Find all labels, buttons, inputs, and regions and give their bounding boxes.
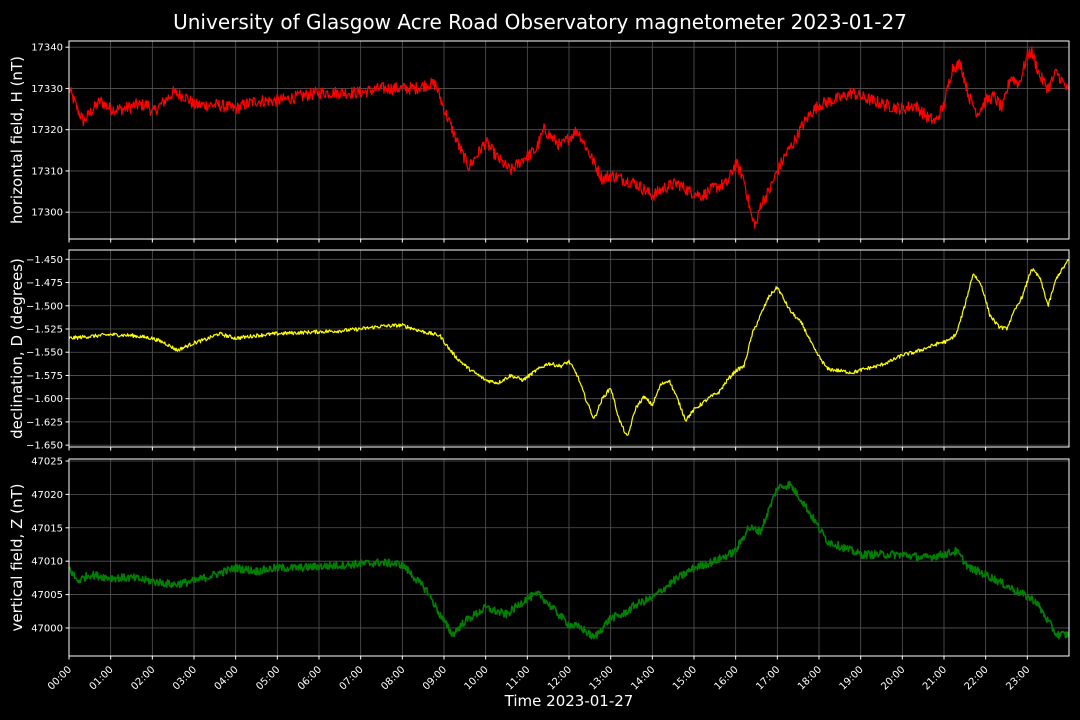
chart-title: University of Glasgow Acre Road Observat… [173, 10, 907, 34]
x-tick-label: 01:00 [88, 664, 116, 692]
panel-d: −1.650 −1.625 −1.600 −1.575 −1.550 −1.525 −1.5… [8, 249, 1070, 452]
plot-frame [68, 40, 1070, 240]
x-tick-label: 13:00 [588, 664, 616, 692]
y-axis-label-z: vertical field, Z (nT) [8, 483, 26, 631]
x-tick-label: 12:00 [546, 664, 574, 692]
y-tick-label: −1.450 [26, 255, 63, 266]
panel-h: 17300 17310 17320 17330 17340 horizontal fiel… [8, 40, 1070, 243]
x-tick-label: 18:00 [796, 664, 824, 692]
x-axis-label: Time 2023-01-27 [504, 692, 634, 710]
x-tick-label: 06:00 [296, 664, 324, 692]
y-tick-label: −1.475 [26, 278, 63, 289]
x-tick-label: 07:00 [338, 664, 366, 692]
x-tick-label: 09:00 [421, 664, 449, 692]
y-tick-label: −1.600 [26, 394, 63, 405]
x-tick-label: 00:00 [46, 664, 74, 692]
y-tick-label: 47020 [31, 490, 63, 501]
x-tick-label: 10:00 [463, 664, 491, 692]
x-tick-label: 17:00 [754, 664, 782, 692]
y-tick-label: 17340 [31, 43, 63, 54]
series-line-d [68, 258, 1070, 436]
panel-z: 47000 47005 47010 47015 47020 47025 vertical f… [8, 457, 1070, 660]
y-tick-label: −1.525 [26, 324, 63, 335]
y-tick-label: −1.500 [26, 301, 63, 312]
y-tick-label: −1.575 [26, 371, 63, 382]
y-axis-label-h: horizontal field, H (nT) [8, 56, 26, 224]
y-tick-label: −1.625 [26, 417, 63, 428]
x-tick-label: 23:00 [1004, 664, 1032, 692]
x-tick-label: 21:00 [921, 664, 949, 692]
y-tick-label: 47005 [31, 590, 63, 601]
series-line-h [68, 46, 1070, 229]
x-tick-label: 19:00 [838, 664, 866, 692]
y-tick-label: 17330 [31, 84, 63, 95]
x-axis-ticks: 00:00 01:00 02:00 03:00 04:00 05:00 06:00 07:00… [46, 664, 1032, 692]
series-line-z [68, 480, 1070, 640]
y-tick-label: 47010 [31, 557, 63, 568]
x-tick-label: 22:00 [963, 664, 991, 692]
y-axis-label-d: declination, D (degrees) [8, 258, 26, 439]
y-tick-label: 47025 [31, 457, 63, 468]
x-tick-label: 15:00 [671, 664, 699, 692]
y-tick-label: 17310 [31, 166, 63, 177]
y-tick-label: 17300 [31, 208, 63, 219]
x-tick-label: 05:00 [254, 664, 282, 692]
x-tick-label: 16:00 [713, 664, 741, 692]
x-tick-label: 14:00 [629, 664, 657, 692]
x-tick-label: 20:00 [879, 664, 907, 692]
panels: 17300 17310 17320 17330 17340 horizontal fiel… [8, 40, 1070, 660]
x-tick-label: 08:00 [379, 664, 407, 692]
x-tick-label: 03:00 [171, 664, 199, 692]
x-tick-label: 11:00 [504, 664, 532, 692]
x-tick-label: 02:00 [129, 664, 157, 692]
y-tick-label: 17320 [31, 125, 63, 136]
y-tick-label: −1.650 [26, 441, 63, 452]
y-tick-label: 47000 [31, 623, 63, 634]
y-tick-label: 47015 [31, 523, 63, 534]
x-tick-label: 04:00 [213, 664, 241, 692]
y-tick-label: −1.550 [26, 348, 63, 359]
plot-frame [68, 249, 1070, 448]
plot-frame [68, 458, 1070, 657]
